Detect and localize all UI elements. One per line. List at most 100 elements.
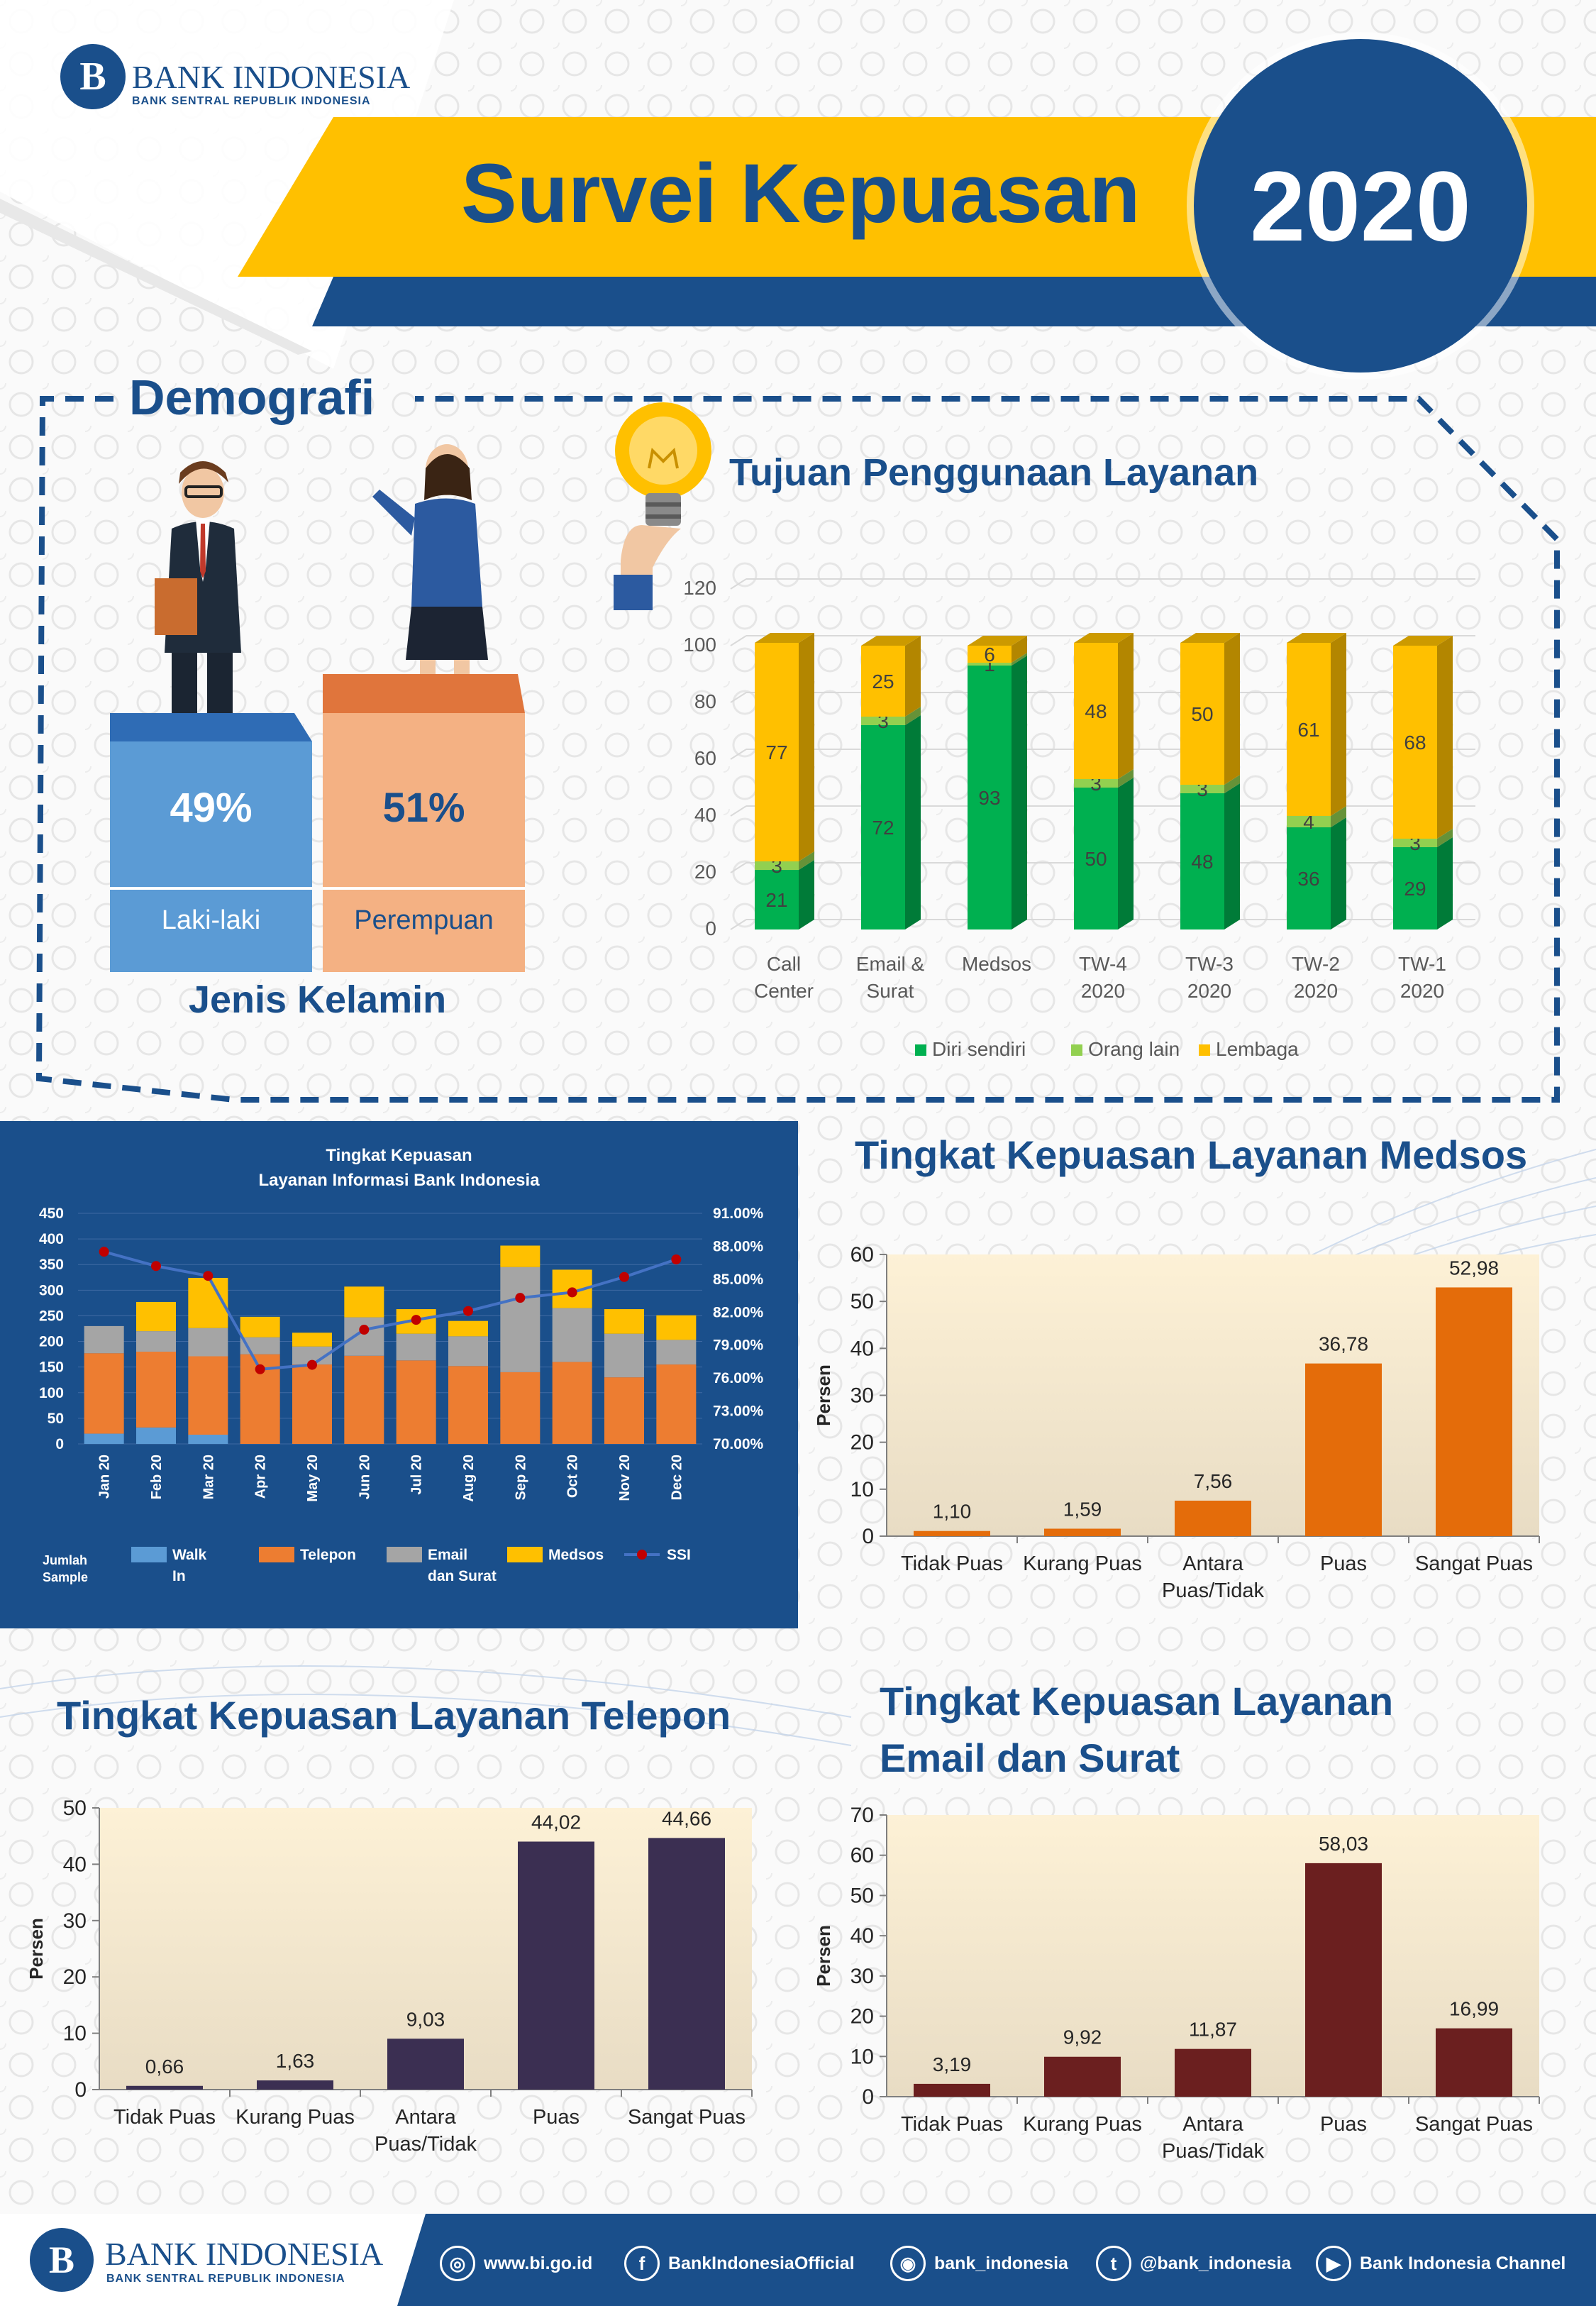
chart-email-surat: 0 10 20 30 40 50 60 70 Persen 3,19 Tidak Puas 9,92 K…: [813, 1804, 1540, 2163]
y-tick-label: 0: [55, 1436, 64, 1452]
y2-tick-label: 85.00%: [713, 1271, 764, 1288]
y-tick-label: 20: [63, 1965, 87, 1989]
bar-segment: [344, 1355, 384, 1444]
footer-facebook[interactable]: f BankIndonesiaOfficial: [624, 2242, 855, 2285]
x-category-label: Medsos: [962, 953, 1031, 975]
bar-top: [1074, 633, 1134, 643]
bar-top: [1287, 633, 1346, 643]
bar-side: [799, 851, 814, 870]
legend-label: Telepon: [300, 1547, 356, 1563]
x-category-label: Tidak Puas: [901, 2113, 1003, 2136]
bar-segment: [1180, 643, 1224, 785]
legend-swatch: [1071, 1044, 1082, 1056]
y-tick-label: 40: [850, 1337, 874, 1360]
bar-segment: [188, 1278, 228, 1328]
x-category-label: Tidak Puas: [901, 1552, 1003, 1575]
bar-segment: [1074, 779, 1118, 788]
footer-twitter[interactable]: t @bank_indonesia: [1096, 2242, 1291, 2285]
bar: [1436, 1287, 1512, 1536]
x-category-label: Puas: [1320, 1552, 1367, 1575]
gridline: [730, 749, 747, 760]
ssi-point: [619, 1271, 629, 1282]
bar-segment: [604, 1309, 644, 1334]
x-category-label: Jan 20: [97, 1455, 113, 1499]
footer-youtube[interactable]: ▶ Bank Indonesia Channel: [1316, 2242, 1565, 2285]
bar-segment: [84, 1433, 124, 1444]
bar-side: [1224, 783, 1240, 929]
bar-segment: [188, 1328, 228, 1357]
x-category-label: Jul 20: [409, 1455, 425, 1495]
ssi-point: [359, 1325, 370, 1335]
bar: [518, 1841, 594, 2090]
data-label: 72: [872, 817, 894, 839]
x-category-label: Nov 20: [617, 1455, 633, 1501]
bar-side: [1118, 769, 1134, 788]
legend-label: Diri sendiri: [932, 1038, 1026, 1060]
x-category-label: Jun 20: [357, 1455, 372, 1499]
gridline: [730, 578, 747, 590]
twitter-icon: t: [1096, 2246, 1131, 2281]
ssi-point: [411, 1315, 421, 1325]
bar-segment: [188, 1356, 228, 1435]
youtube-text: Bank Indonesia Channel: [1360, 2253, 1566, 2273]
y-tick-label: 40: [694, 804, 716, 826]
x-category-label: May 20: [305, 1455, 321, 1502]
bar-side: [1437, 636, 1453, 839]
bar-side: [1118, 633, 1134, 779]
y-tick-label: 50: [850, 1884, 874, 1907]
gridline: [730, 635, 747, 646]
female-percentage: 51%: [382, 785, 465, 831]
y-tick-label: 10: [850, 1478, 874, 1501]
y-axis-label: Persen: [813, 1925, 834, 1987]
y2-tick-label: 73.00%: [713, 1403, 764, 1420]
bar: [257, 2080, 333, 2090]
x-category-label: Tidak Puas: [113, 2106, 216, 2129]
data-label: 36,78: [1319, 1333, 1368, 1355]
bar-segment: [136, 1301, 176, 1332]
x-category-label: Aug 20: [461, 1455, 477, 1502]
legend-label: SSI: [667, 1547, 691, 1563]
x-category-label: Kurang Puas: [1023, 1552, 1142, 1575]
data-label: 7,56: [1194, 1470, 1233, 1492]
bar-side: [1118, 778, 1134, 929]
legend-label: Lembaga: [1216, 1038, 1299, 1060]
y-tick-label: 80: [694, 690, 716, 712]
x-category-label: Sep 20: [513, 1455, 528, 1500]
footer-website[interactable]: ◎ www.bi.go.id: [440, 2242, 592, 2285]
page-title: Survei Kepuasan: [461, 147, 1141, 241]
y-tick-label: 250: [39, 1308, 64, 1324]
bar: [914, 1530, 990, 1536]
bar-segment: [292, 1333, 332, 1347]
bar: [1044, 1528, 1121, 1536]
bar-segment: [968, 663, 1012, 666]
x-category-label: Mar 20: [201, 1455, 216, 1499]
x-category-label: TW-4 2020: [1079, 953, 1127, 1002]
x-category-label: Email & Surat: [856, 953, 925, 1002]
bar-side: [799, 633, 814, 861]
data-label: 44,66: [662, 1807, 711, 1829]
legend-label: Walk In: [172, 1547, 207, 1584]
bar: [1305, 1863, 1382, 2097]
bar-segment: [344, 1317, 384, 1356]
bar-segment: [656, 1315, 697, 1340]
ssi-line: [104, 1250, 677, 1371]
data-label: 50: [1191, 703, 1213, 725]
chart-monthly-satisfaction: 0 50 100 150 200 250 300 350 400 450 70.00% 73.00% 7…: [39, 1206, 764, 1584]
data-label: 9,03: [406, 2008, 445, 2030]
data-label: 52,98: [1449, 1257, 1499, 1279]
ssi-point: [99, 1247, 109, 1257]
footer-instagram[interactable]: ◉ bank_indonesia: [890, 2242, 1068, 2285]
y-tick-label: 150: [39, 1359, 64, 1376]
x-category-label: Oct 20: [565, 1455, 581, 1498]
bar-side: [1437, 837, 1453, 929]
legend-label: Medsos: [548, 1547, 604, 1563]
bar-segment: [136, 1331, 176, 1352]
x-category-label: Kurang Puas: [1023, 2113, 1142, 2136]
data-label: 6: [984, 644, 995, 666]
y-tick-label: 30: [850, 1965, 874, 1988]
facebook-text: BankIndonesiaOfficial: [668, 2253, 855, 2273]
y-tick-label: 50: [850, 1290, 874, 1313]
y-tick-label: 0: [74, 2078, 87, 2102]
bar-side: [1012, 636, 1027, 663]
x-category-label: TW-2 2020: [1292, 953, 1340, 1002]
